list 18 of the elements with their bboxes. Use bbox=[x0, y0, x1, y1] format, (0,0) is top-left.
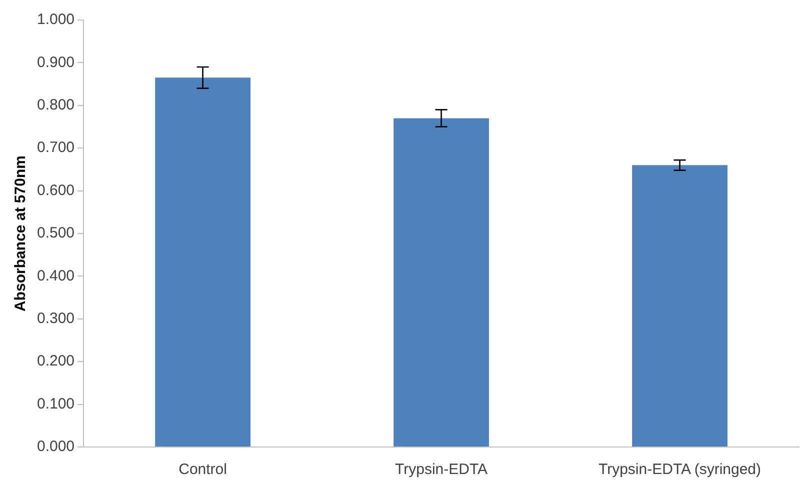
bar bbox=[632, 165, 728, 446]
y-tick-label: 0.000 bbox=[36, 438, 75, 456]
y-tick-label: 0.200 bbox=[36, 352, 75, 370]
y-tick-label: 0.900 bbox=[36, 54, 75, 71]
x-tick-label: Trypsin-EDTA bbox=[395, 461, 488, 478]
y-tick-label: 0.100 bbox=[36, 395, 75, 412]
y-tick-label: 1.000 bbox=[36, 11, 75, 28]
y-tick-label: 0.700 bbox=[36, 139, 75, 156]
y-tick-label: 0.600 bbox=[36, 182, 75, 199]
y-axis-title: Absorbance at 570nm bbox=[12, 156, 30, 312]
y-tick-label: 0.300 bbox=[36, 310, 75, 328]
bar bbox=[155, 78, 250, 446]
x-tick-label: Trypsin-EDTA (syringed) bbox=[598, 461, 762, 478]
y-tick-label: 0.500 bbox=[36, 224, 75, 242]
y-tick-label: 0.800 bbox=[36, 96, 75, 114]
x-tick-label: Control bbox=[178, 461, 227, 478]
bar bbox=[394, 118, 489, 446]
y-tick-label: 0.400 bbox=[36, 267, 75, 284]
